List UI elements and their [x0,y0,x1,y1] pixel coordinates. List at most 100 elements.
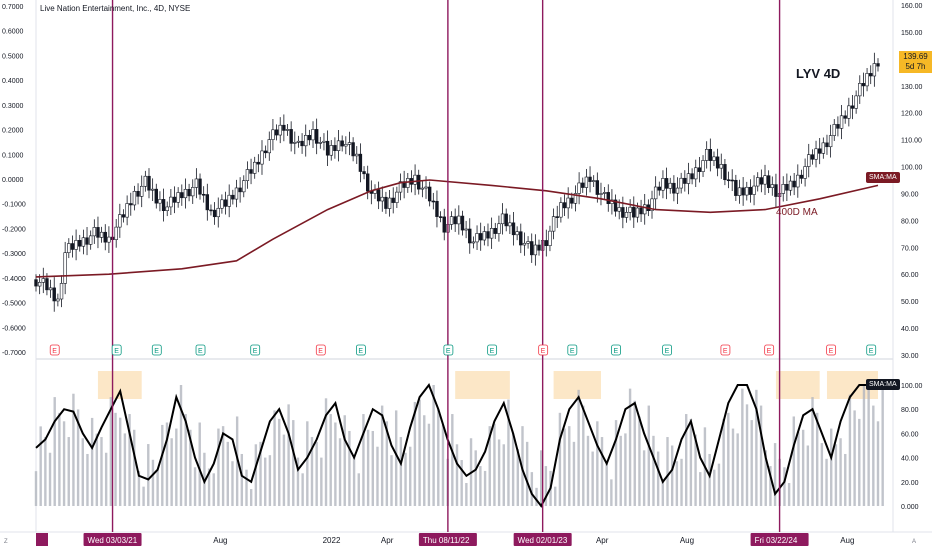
candle-body [675,187,680,194]
candle-body [380,196,384,202]
oscillator-bar [666,437,669,506]
left-tick-label: -0.7000 [2,350,26,357]
candle-body [234,187,239,200]
oscillator-bar [568,426,571,506]
oscillator-bar [797,432,800,506]
oscillator-bar [334,422,337,506]
candle-body [839,115,844,129]
earnings-marker-label: E [318,348,323,355]
candle-body [650,198,654,211]
candle-body [872,63,877,77]
candle-body [668,182,672,189]
candle-body [435,200,439,217]
oscillator-bar [455,444,459,506]
oscillator-bar [577,389,580,506]
right-osc-tick-label: 100.00 [901,383,923,390]
candle-body [555,216,559,218]
candle-body [602,192,607,194]
oscillator-bar [95,433,99,506]
oscillator-bar [151,459,155,506]
oscillator-bar [212,473,215,506]
right-price-tick-label: 30.00 [901,353,919,360]
candle-body [584,176,589,188]
candle-body [704,149,709,161]
oscillator-bar [67,437,70,506]
date-badge-label: Fri 03/22/24 [755,536,798,545]
oscillator-bar [366,429,370,506]
left-tick-label: -0.2000 [2,226,26,233]
candle-body [180,192,184,199]
left-tick-label: -0.3000 [2,251,26,258]
oscillator-bar [647,405,650,506]
earnings-marker-label: E [114,348,119,355]
candle-body [530,241,534,256]
candle-body [165,206,169,211]
candle-body [161,199,166,211]
candle-body [140,185,144,197]
candle-body [566,197,570,209]
time-tick-label: Apr [381,536,394,545]
candle-body [774,184,778,197]
candle-body [256,161,261,165]
candle-body [304,135,308,147]
candle-body [395,191,399,203]
candle-body [653,186,658,200]
oscillator-bar [535,487,538,506]
candle-body [595,180,600,195]
oscillator-bar [633,400,636,506]
candle-body [263,150,268,154]
oscillator-bar [876,421,880,506]
oscillator-bar [123,433,127,506]
candle-body [497,223,501,234]
left-tick-label: 0.3000 [2,103,24,110]
oscillator-bar [324,398,328,506]
candle-body [715,156,720,169]
candle-body [759,177,764,185]
oscillator-bar [376,446,379,506]
oscillator-bar [343,415,346,506]
left-tick-label: 0.4000 [2,78,24,85]
sma-tag-top: SMA:MA [866,172,900,183]
candle-body [617,207,621,212]
candle-body [468,228,472,244]
left-tick-label: 0.2000 [2,128,24,135]
oscillator-bar [413,401,417,506]
peak-highlight-box [97,371,142,399]
chart-title: Live Nation Entertainment, Inc., 4D, NYS… [40,4,191,13]
candle-body [442,216,446,233]
oscillator-bar [642,450,646,506]
candle-body [573,193,578,204]
oscillator-bar [741,388,744,506]
right-price-tick-label: 80.00 [901,218,919,225]
candle-body [737,187,742,196]
oscillator-bar [820,443,824,506]
date-badge-label: Wed 02/01/23 [518,536,568,545]
oscillator-bar [409,446,412,506]
candle-body [657,186,661,191]
candle-body [209,209,213,212]
date-badge-label: Thu 08/11/22 [423,536,470,545]
oscillator-bar [801,429,805,506]
earnings-marker-label: E [358,348,363,355]
oscillator-bar [502,444,505,506]
oscillator-bar [638,416,641,506]
oscillator-bar [296,457,300,506]
oscillator-bar [488,426,491,506]
oscillator-bar [652,435,655,506]
candle-body [96,227,100,238]
date-badge [83,533,142,546]
right-price-tick-label: 40.00 [901,326,919,333]
earnings-marker-label: E [446,348,451,355]
time-tick-label: 2022 [323,536,341,545]
candle-body [661,178,665,191]
oscillator-bar [483,470,487,506]
oscillator-bar [764,450,767,506]
candle-body [296,140,301,143]
candle-body [41,278,45,283]
candle-body [344,144,348,147]
peak-highlight-box [775,371,820,399]
candle-body [551,216,556,232]
corner-label-right: A [912,539,916,545]
candle-body [158,199,162,204]
oscillator-bar [787,483,791,506]
